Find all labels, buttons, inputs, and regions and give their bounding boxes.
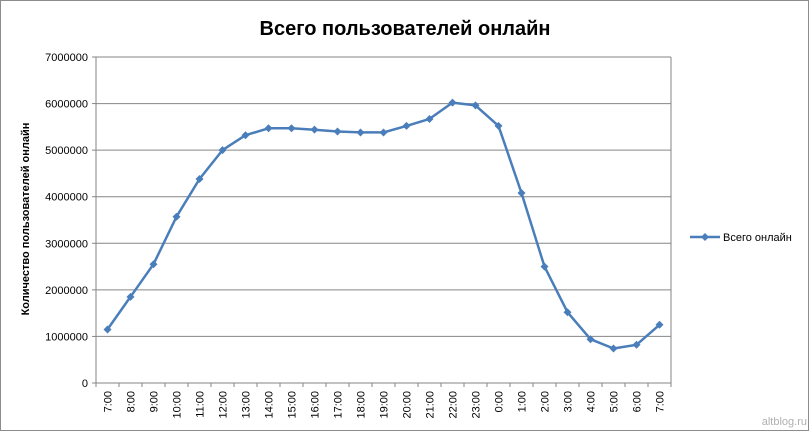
data-point bbox=[103, 325, 112, 334]
legend-label: Всего онлайн bbox=[723, 232, 792, 244]
data-point bbox=[586, 335, 595, 344]
data-point bbox=[264, 124, 273, 133]
x-tick-label: 1:00 bbox=[517, 391, 529, 412]
legend: Всего онлайн bbox=[690, 232, 792, 244]
y-tick-label: 5000000 bbox=[45, 145, 88, 157]
data-point bbox=[632, 340, 641, 349]
y-tick-label: 7000000 bbox=[45, 52, 88, 64]
data-point bbox=[310, 125, 319, 134]
x-tick-label: 21:00 bbox=[425, 391, 437, 419]
data-point bbox=[241, 131, 250, 140]
data-point bbox=[517, 188, 526, 197]
y-tick-label: 1000000 bbox=[45, 331, 88, 343]
x-tick-label: 19:00 bbox=[379, 391, 391, 419]
x-tick-label: 13:00 bbox=[241, 391, 253, 419]
x-tick-label: 7:00 bbox=[655, 391, 667, 412]
y-tick-label: 2000000 bbox=[45, 285, 88, 297]
x-tick-label: 11:00 bbox=[195, 391, 207, 418]
x-tick-label: 12:00 bbox=[218, 391, 230, 419]
series-line bbox=[106, 101, 661, 350]
y-axis-label: Количество пользователей онлайн bbox=[20, 123, 32, 316]
x-tick-label: 20:00 bbox=[402, 391, 414, 419]
x-axis-ticks: 7:00 8:00 9:00 10:00 11:00 12:00 13:00 14:00 15:… bbox=[95, 383, 672, 419]
data-point bbox=[333, 127, 342, 136]
data-point bbox=[379, 128, 388, 137]
y-axis-ticks: 0 1000000 2000000 3000000 4000000 5000000 6000… bbox=[45, 52, 96, 390]
x-tick-label: 22:00 bbox=[448, 391, 460, 419]
x-tick-label: 8:00 bbox=[126, 391, 138, 412]
data-point bbox=[172, 212, 181, 221]
data-point bbox=[149, 260, 158, 269]
watermark: altblog.ru bbox=[762, 416, 807, 428]
gridlines bbox=[95, 56, 672, 384]
x-tick-label: 18:00 bbox=[356, 391, 368, 419]
data-point bbox=[609, 344, 618, 353]
data-point bbox=[494, 121, 503, 130]
data-point bbox=[655, 320, 664, 329]
series-group bbox=[103, 98, 664, 353]
x-tick-label: 0:00 bbox=[494, 391, 506, 412]
data-point bbox=[471, 101, 480, 110]
x-tick-label: 17:00 bbox=[333, 391, 345, 419]
x-tick-label: 2:00 bbox=[540, 391, 552, 412]
x-tick-label: 23:00 bbox=[471, 391, 483, 419]
x-tick-label: 7:00 bbox=[103, 391, 115, 412]
x-tick-label: 3:00 bbox=[563, 391, 575, 412]
legend-diamond-marker bbox=[701, 233, 709, 241]
data-point bbox=[195, 175, 204, 184]
y-tick-label: 4000000 bbox=[45, 192, 88, 204]
x-tick-label: 15:00 bbox=[287, 391, 299, 419]
x-tick-label: 6:00 bbox=[632, 391, 644, 412]
x-tick-label: 10:00 bbox=[172, 391, 184, 419]
x-tick-label: 5:00 bbox=[609, 391, 621, 412]
data-point bbox=[402, 121, 411, 130]
data-point bbox=[356, 128, 365, 137]
data-point bbox=[126, 292, 135, 301]
data-point bbox=[448, 98, 457, 107]
data-point bbox=[425, 114, 434, 123]
y-tick-label: 3000000 bbox=[45, 238, 88, 250]
data-point bbox=[218, 146, 227, 155]
x-tick-label: 4:00 bbox=[586, 391, 598, 412]
chart-title: Всего пользователей онлайн bbox=[260, 18, 551, 40]
data-point bbox=[563, 308, 572, 317]
x-tick-label: 14:00 bbox=[264, 391, 276, 419]
data-point bbox=[540, 262, 549, 271]
x-tick-label: 16:00 bbox=[310, 391, 322, 419]
y-tick-label: 0 bbox=[82, 378, 88, 390]
y-tick-label: 6000000 bbox=[45, 99, 88, 111]
data-point bbox=[287, 124, 296, 133]
x-tick-label: 9:00 bbox=[149, 391, 161, 412]
